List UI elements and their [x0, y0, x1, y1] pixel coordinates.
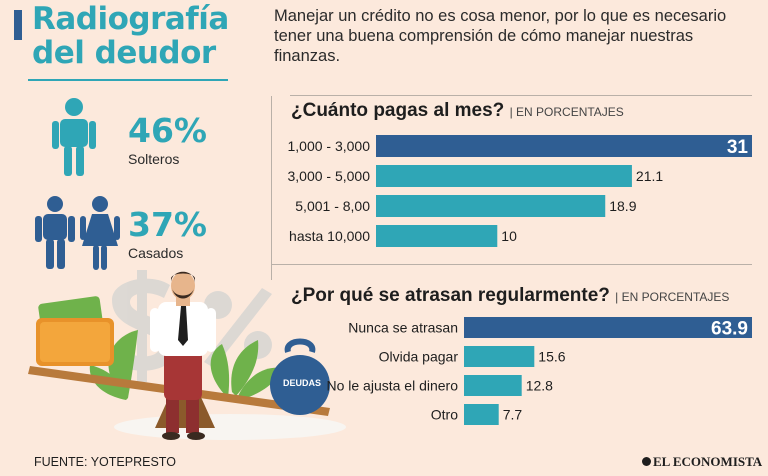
title-accent-bar [14, 10, 22, 40]
chart2-value-label-3: 7.7 [503, 407, 523, 423]
chart1-category-label-0: 1,000 - 3,000 [287, 138, 370, 154]
chart1-value-label-1: 21.1 [636, 168, 663, 184]
chart2-value-label-2: 12.8 [526, 378, 553, 394]
chart1-category-label-2: 5,001 - 8,00 [295, 198, 370, 214]
ground-shadow [114, 414, 346, 440]
seesaw-pivot [155, 395, 215, 428]
chart2-bar-3 [464, 404, 499, 425]
chart1-value-label-3: 10 [501, 228, 517, 244]
chart-divider [272, 264, 752, 265]
chart1-title: ¿Cuánto pagas al mes? | EN PORCENTAJES [291, 100, 624, 122]
chart1-title-text: ¿Cuánto pagas al mes? [291, 100, 505, 121]
man-figure-icon [150, 271, 216, 440]
chart1-top-rule [290, 95, 752, 96]
brand-globe-icon [642, 457, 651, 466]
dollar-sign-icon [112, 270, 178, 382]
chart2-value-label-1: 15.6 [538, 349, 565, 365]
intro-text: Manejar un crédito no es cosa menor, por… [274, 7, 727, 65]
seesaw-plank [28, 366, 330, 416]
chart2-category-label-2: No le ajusta el dinero [326, 378, 458, 394]
chart1-bar-2 [376, 195, 606, 217]
stat-married-value: 37% [128, 205, 207, 244]
chart1-bar-0 [376, 135, 752, 157]
chart2-title-text: ¿Por qué se atrasan regularmente? [291, 285, 610, 306]
chart2-category-label-1: Olvida pagar [379, 349, 459, 365]
wallet-icon [36, 296, 114, 366]
chart2-subtitle: | EN PORCENTAJES [615, 290, 730, 304]
source-text: FUENTE: YOTEPRESTO [34, 455, 176, 469]
chart2-category-label-3: Otro [431, 407, 458, 423]
debt-weight-label: DEUDAS [282, 378, 321, 388]
chart2-bar-2 [464, 375, 522, 396]
chart2-bar-1 [464, 346, 535, 367]
plant-right-icon [210, 340, 282, 400]
chart1-category-label-3: hasta 10,000 [289, 228, 370, 244]
chart1-value-label-0: 31 [727, 137, 749, 158]
woman-icon [80, 196, 120, 270]
chart1-value-label-2: 18.9 [609, 198, 636, 214]
page-title: Radiografía del deudor [32, 1, 229, 71]
chart1-bar-3 [376, 225, 498, 247]
chart2-bar-0 [464, 317, 752, 338]
stat-singles-value: 46% [128, 111, 207, 150]
man-icon [35, 196, 75, 269]
brand-logo: EL ECONOMISTA [642, 454, 762, 470]
chart2-title: ¿Por qué se atrasan regularmente? | EN P… [291, 285, 729, 307]
percent-sign-icon [204, 288, 272, 368]
vertical-divider [271, 96, 272, 280]
chart2-category-label-0: Nunca se atrasan [348, 320, 458, 336]
brand-text: EL ECONOMISTA [653, 454, 763, 469]
stat-singles-label: Solteros [128, 151, 180, 167]
chart2-value-label-0: 63.9 [711, 319, 748, 340]
plant-left-icon [89, 330, 138, 400]
title-underline [28, 79, 228, 81]
chart1-category-label-1: 3,000 - 5,000 [287, 168, 370, 184]
stat-married-label: Casados [128, 245, 184, 261]
single-person-icon [52, 98, 96, 176]
chart1-bar-1 [376, 165, 632, 187]
chart1-subtitle: | EN PORCENTAJES [509, 105, 624, 119]
